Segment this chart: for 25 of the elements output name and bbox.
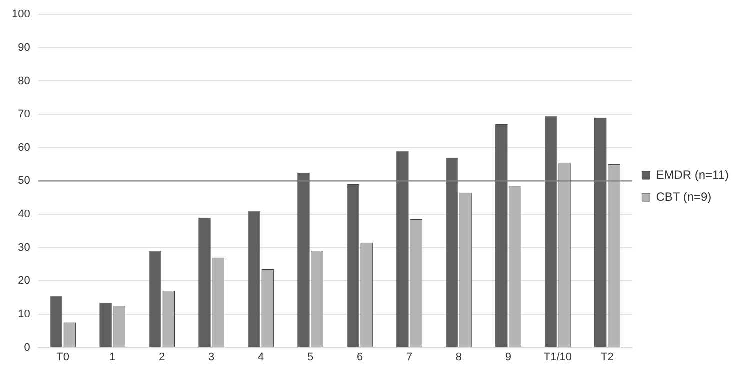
x-tick-label: 7 [406, 351, 413, 364]
y-tick-label: 90 [18, 42, 30, 54]
y-tick-label: 40 [18, 208, 30, 221]
x-tick-label: T2 [601, 351, 614, 364]
x-tick-label: 5 [307, 351, 314, 364]
y-tick-label: 50 [18, 175, 30, 188]
y-tick-label: 0 [24, 342, 30, 354]
y-tick-label: 100 [12, 8, 30, 21]
x-tick-label: T0 [56, 351, 70, 364]
legend-label: EMDR (n=11) [656, 168, 730, 182]
x-tick-label: 2 [159, 351, 166, 364]
legend-label: CBT (n=9) [656, 190, 712, 204]
y-tick-label: 60 [18, 142, 30, 154]
x-tick-label: 8 [456, 351, 462, 364]
y-tick-label: 20 [18, 275, 30, 288]
y-tick-label: 30 [18, 242, 30, 254]
y-tick-label: 10 [18, 308, 30, 321]
x-tick-label: 1 [110, 351, 116, 364]
y-tick-label: 80 [18, 75, 30, 88]
x-tick-label: 3 [208, 351, 215, 364]
y-tick-label: 70 [18, 108, 30, 121]
x-tick-label: 6 [356, 351, 364, 364]
x-tick-label: 9 [505, 351, 512, 364]
x-tick-label: T1/10 [544, 351, 572, 364]
x-tick-label: 4 [258, 351, 264, 364]
